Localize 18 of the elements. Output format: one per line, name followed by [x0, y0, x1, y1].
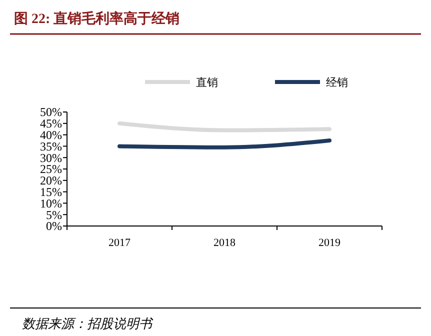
- y-tick-label: 50%: [40, 105, 62, 120]
- y-tick-label: 5%: [46, 208, 62, 222]
- y-tick-label: 35%: [40, 139, 62, 154]
- x-tick-label: 2017: [108, 237, 131, 249]
- x-tick-label: 2019: [318, 237, 341, 249]
- legend-label: 经销: [326, 76, 348, 89]
- y-tick-label: 40%: [40, 128, 62, 142]
- y-tick-label: 45%: [40, 116, 62, 131]
- y-tick-label: 30%: [40, 150, 62, 165]
- chart-title: 图 22: 直销毛利率高于经销: [14, 10, 180, 27]
- y-tick-label: 0%: [46, 219, 62, 234]
- y-tick-label: 15%: [40, 185, 62, 199]
- x-tick-label: 2018: [214, 237, 236, 249]
- y-tick-label: 20%: [40, 174, 62, 188]
- y-tick-label: 25%: [40, 162, 62, 176]
- y-tick-label: 10%: [40, 196, 62, 210]
- legend-label: 直销: [196, 76, 218, 89]
- source-note: 数据来源：招股说明书: [22, 317, 154, 332]
